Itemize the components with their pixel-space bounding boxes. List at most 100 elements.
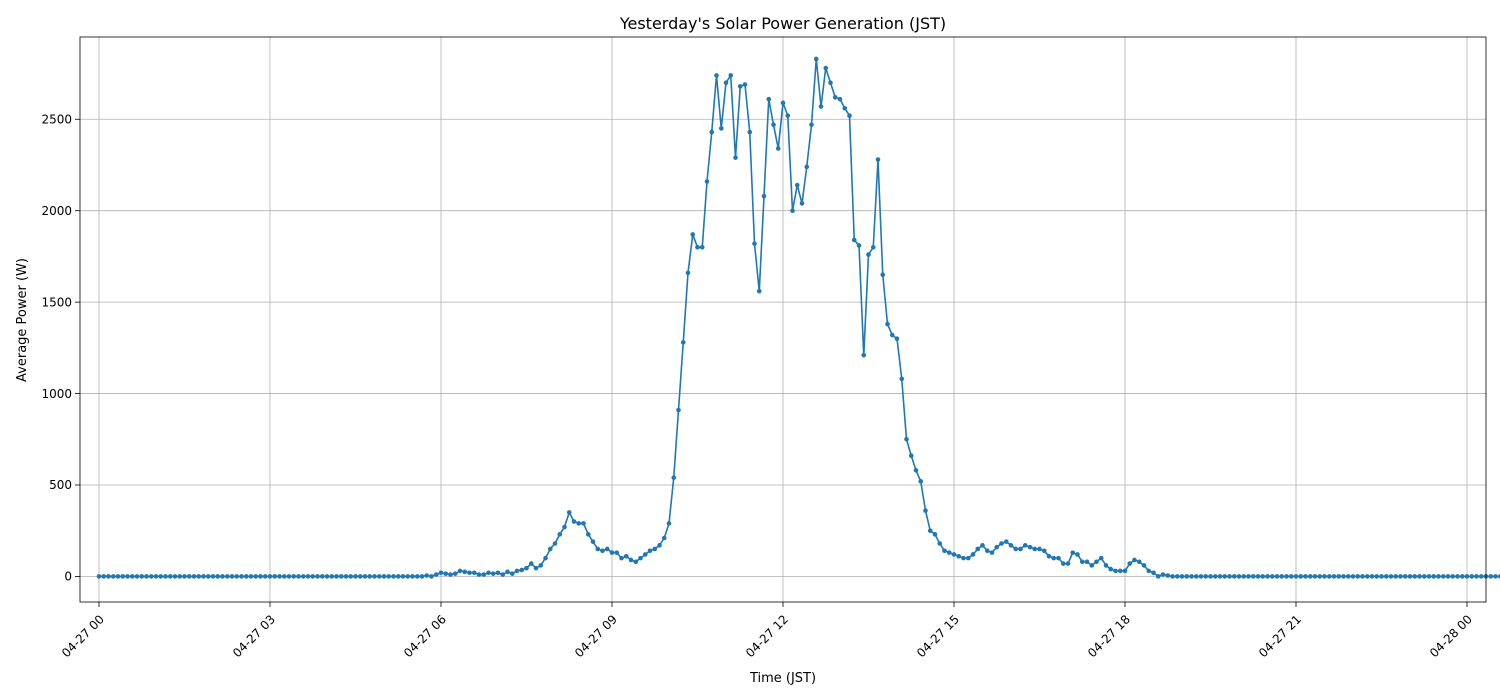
data-point: [1421, 574, 1427, 579]
data-point: [1141, 563, 1147, 568]
data-point: [690, 232, 696, 237]
data-point: [158, 574, 164, 579]
data-point: [1288, 574, 1294, 579]
data-point: [642, 552, 648, 557]
chart-title: Yesterday's Solar Power Generation (JST): [619, 14, 946, 33]
data-point: [756, 288, 762, 294]
data-point: [177, 574, 183, 579]
data-point: [1122, 568, 1128, 574]
x-tick-label: 04-27 18: [1085, 612, 1133, 660]
data-point: [1132, 557, 1137, 563]
data-point: [946, 550, 952, 555]
data-point: [728, 73, 734, 78]
data-point: [1046, 553, 1052, 559]
data-point: [851, 237, 857, 243]
data-point: [376, 574, 382, 579]
data-point: [500, 572, 506, 577]
data-point: [509, 571, 515, 576]
data-point: [1094, 559, 1099, 565]
data-point: [1041, 548, 1047, 554]
data-point: [633, 559, 639, 565]
data-point: [680, 340, 686, 345]
data-point: [1089, 563, 1095, 568]
data-point: [623, 553, 629, 559]
x-tick-label: 04-27 12: [743, 612, 791, 660]
data-point: [1198, 574, 1204, 579]
data-point: [813, 56, 819, 62]
data-point: [1236, 574, 1242, 579]
data-point: [951, 552, 957, 557]
data-point: [395, 574, 401, 579]
data-point: [210, 574, 216, 579]
data-point: [305, 574, 311, 579]
data-point: [519, 567, 525, 573]
data-point: [870, 244, 876, 250]
data-point: [1231, 574, 1237, 579]
data-point: [984, 548, 990, 554]
data-point: [300, 574, 306, 579]
data-point: [476, 572, 482, 577]
data-point: [1459, 574, 1465, 579]
data-point: [1227, 574, 1232, 579]
data-point: [220, 574, 225, 579]
data-point: [1265, 574, 1270, 579]
x-tick-label: 04-27 21: [1256, 612, 1304, 660]
data-point: [191, 574, 197, 579]
data-point: [818, 104, 824, 109]
data-point: [524, 565, 529, 571]
data-point: [1355, 574, 1361, 579]
data-point: [647, 548, 653, 554]
data-point: [505, 569, 510, 575]
data-point: [552, 541, 558, 546]
data-point: [1274, 574, 1280, 579]
data-point: [1136, 559, 1142, 565]
data-point: [1440, 574, 1446, 579]
data-point: [695, 244, 700, 250]
data-point: [1051, 555, 1057, 561]
data-point: [248, 574, 254, 579]
data-point: [400, 574, 406, 579]
y-tick-label: 2500: [41, 112, 72, 126]
data-point: [1312, 574, 1318, 579]
data-point: [1084, 559, 1090, 565]
data-point: [956, 553, 962, 559]
data-point: [1250, 574, 1256, 579]
data-point: [1388, 574, 1394, 579]
data-point: [1322, 574, 1327, 579]
data-point: [604, 546, 610, 552]
data-point: [823, 65, 829, 71]
data-point: [614, 550, 620, 555]
data-point: [1488, 574, 1494, 579]
data-point: [467, 570, 472, 576]
data-point: [1103, 563, 1109, 568]
data-point: [296, 574, 301, 579]
data-point: [201, 574, 206, 579]
data-point: [1174, 574, 1180, 579]
data-point: [595, 546, 601, 552]
data-point: [1464, 574, 1470, 579]
data-point: [794, 182, 800, 188]
data-point: [129, 574, 135, 579]
data-point: [367, 574, 373, 579]
data-point: [1208, 574, 1213, 579]
data-point: [576, 521, 582, 526]
data-point: [1279, 574, 1285, 579]
data-point: [262, 574, 268, 579]
data-point: [1331, 574, 1337, 579]
data-point: [457, 568, 463, 574]
data-point: [809, 122, 814, 128]
data-point: [1070, 550, 1076, 555]
data-point: [923, 508, 928, 513]
data-point: [1022, 543, 1028, 548]
data-point: [1255, 574, 1261, 579]
data-point: [1450, 574, 1456, 579]
data-point: [1298, 574, 1304, 579]
data-point: [908, 453, 914, 459]
data-point: [486, 570, 491, 576]
data-point: [937, 541, 943, 546]
data-point: [1478, 574, 1484, 579]
data-point: [1417, 574, 1422, 579]
data-point: [1402, 574, 1408, 579]
data-point: [790, 208, 795, 214]
